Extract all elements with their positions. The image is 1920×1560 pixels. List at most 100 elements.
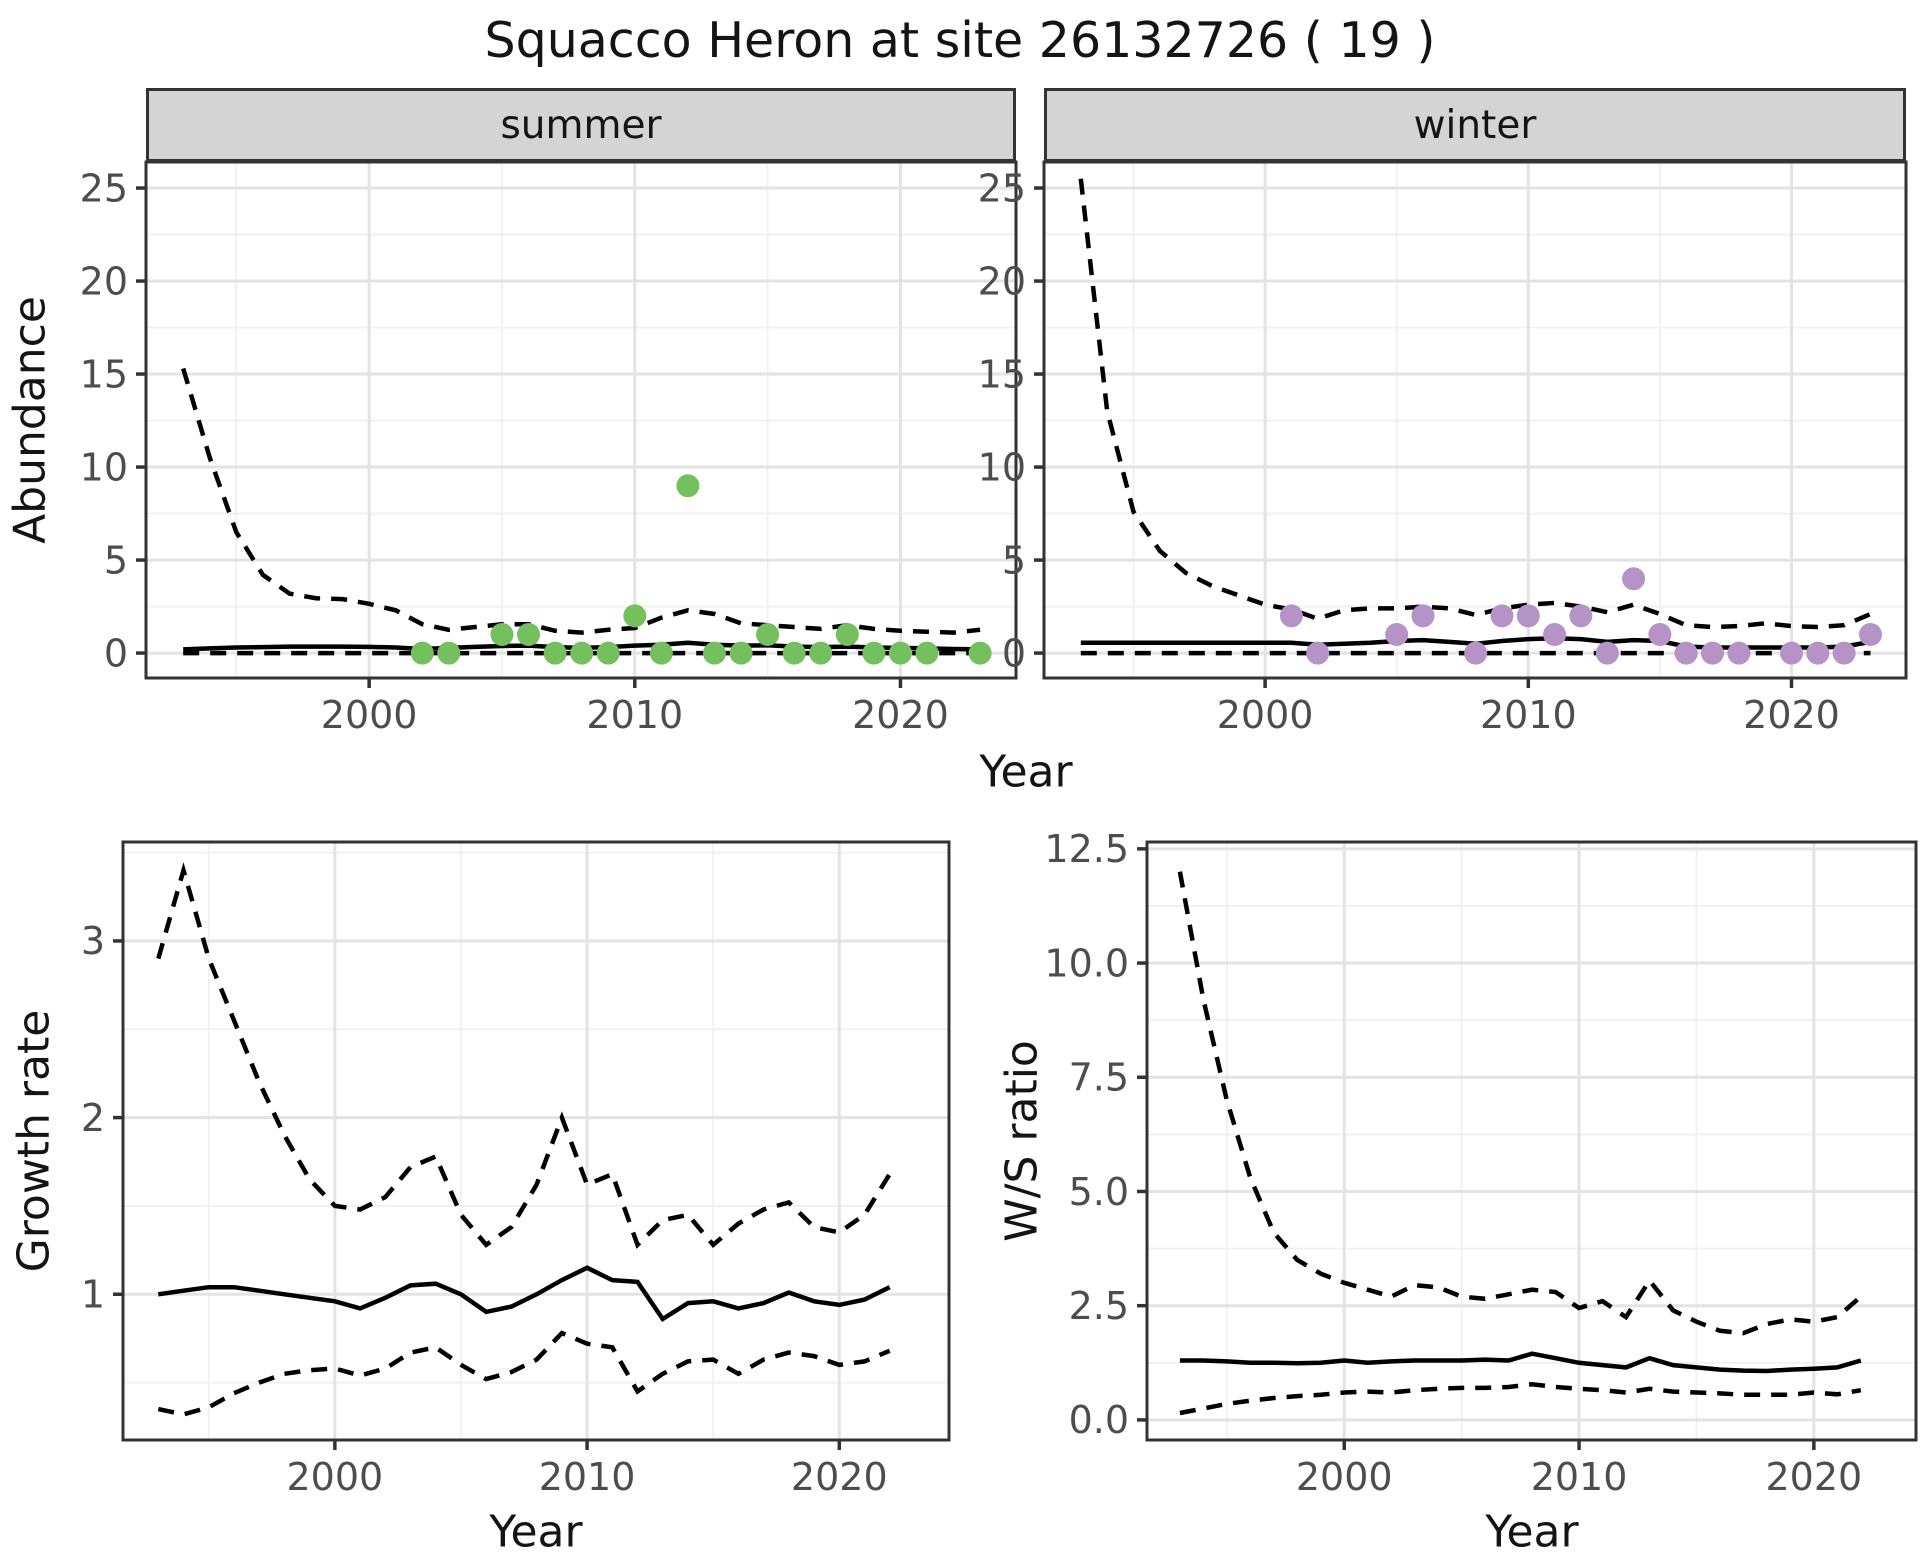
abundance_winter-y-tick-label: 15: [978, 352, 1026, 396]
facet-strip-summer-label: summer: [500, 102, 662, 148]
observed_counts_summer-point: [437, 641, 461, 665]
growth_rate-panel: 1 2 3 2000 2010 2020: [81, 840, 951, 1499]
observed_counts_winter-point: [1727, 641, 1751, 665]
ws_ratio-y-tick-label: 2.5: [1069, 1284, 1129, 1328]
ws_ratio-panel-border: [1145, 840, 1918, 1442]
observed_counts_winter-point: [1490, 604, 1514, 628]
abundance_winter-panel: 0 5 10 15 20 25 2000 2010 2020: [978, 160, 1908, 737]
observed_counts_summer-point: [517, 623, 540, 646]
observed_counts_summer-point: [915, 641, 939, 665]
ws_ratio-x-tick-label: 2010: [1531, 1455, 1628, 1499]
ws_ratio-median-line: [1179, 1351, 1862, 1374]
observed_counts_winter-point: [1674, 641, 1698, 665]
x-axis-title-year-bottom-left: Year: [489, 1506, 583, 1558]
observed_counts_summer-point: [623, 604, 647, 628]
abundance_summer-y-tick-label: 10: [80, 445, 128, 489]
growth_rate-y-tick-label: 3: [81, 919, 105, 963]
abundance_winter-x-tick-label: 2010: [1480, 693, 1577, 737]
observed_counts_winter-point: [1701, 641, 1724, 665]
abundance_winter-y-tick-label: 10: [978, 445, 1026, 489]
growth_rate-upper_95ci-line: [156, 862, 892, 1249]
observed_counts_summer-point: [543, 641, 567, 665]
abundance_winter-x-tick-label: 2020: [1743, 693, 1840, 737]
growth_rate-x-tick-label: 2000: [287, 1455, 384, 1499]
y-axis-title-ws-ratio: W/S ratio: [996, 1040, 1048, 1242]
observed_counts_summer-point: [649, 641, 673, 665]
ws_ratio-panel-bg: [1147, 842, 1916, 1440]
observed_counts_winter-point: [1464, 641, 1488, 665]
abundance_summer-x-tick-label: 2020: [852, 693, 949, 737]
observed_counts_summer-point: [968, 641, 992, 665]
abundance_summer-panel-border: [144, 160, 1018, 680]
abundance_summer-y-tick-label: 0: [104, 631, 128, 675]
abundance_summer-y-tick-label: 15: [80, 352, 128, 396]
abundance_winter-y-tick-label: 25: [978, 166, 1026, 210]
observed_counts_winter-point: [1385, 623, 1409, 646]
observed_counts_summer-point: [703, 641, 726, 665]
abundance_summer-x-tick-label: 2000: [321, 693, 418, 737]
facet-strip-winter: winter: [1044, 88, 1906, 162]
observed_counts_winter-point: [1832, 641, 1856, 665]
x-axis-title-year-top: Year: [979, 746, 1073, 798]
observed_counts_summer-point: [410, 641, 434, 665]
page-title: Squacco Heron at site 26132726 ( 19 ): [484, 12, 1436, 69]
facet-strip-winter-label: winter: [1413, 102, 1537, 148]
observed_counts_winter-point: [1780, 641, 1803, 665]
abundance_summer-y-tick-label: 25: [80, 166, 128, 210]
observed_counts_winter-point: [1648, 623, 1672, 646]
abundance_summer-y-tick-label: 5: [104, 538, 128, 582]
observed_counts_winter-point: [1543, 623, 1567, 646]
abundance_summer-panel: 0 5 10 15 20 25 2000 2010 2020: [80, 160, 1018, 737]
ws_ratio-x-tick-label: 2000: [1296, 1455, 1393, 1499]
abundance_winter-y-tick-label: 20: [978, 259, 1026, 303]
growth_rate-y-tick-label: 1: [81, 1273, 105, 1317]
growth_rate-panel-bg: [123, 842, 949, 1440]
ws_ratio-lower_95ci-line: [1179, 1382, 1862, 1416]
abundance_winter-x-tick-label: 2000: [1217, 693, 1314, 737]
observed_counts_winter-point: [1622, 567, 1646, 591]
observed_counts_summer-point: [570, 641, 594, 665]
observed_counts_winter-point: [1806, 641, 1830, 665]
ws_ratio-upper_95ci-line: [1177, 871, 1863, 1336]
observed_counts_winter-point: [1411, 604, 1435, 628]
observed_counts_winter-point: [1595, 641, 1619, 665]
observed_counts_winter-point: [1279, 604, 1303, 628]
growth_rate-x-tick-label: 2010: [539, 1455, 636, 1499]
observed_counts_summer-point: [862, 641, 886, 665]
ws_ratio-y-tick-label: 10.0: [1044, 941, 1129, 985]
abundance_summer-x-tick-label: 2010: [586, 693, 683, 737]
observed_counts_summer-point: [835, 623, 859, 646]
x-axis-title-year-bottom-right: Year: [1485, 1506, 1579, 1558]
ws_ratio-y-tick-label: 12.5: [1044, 827, 1129, 871]
growth_rate-x-tick-label: 2020: [791, 1455, 888, 1499]
ws_ratio-y-tick-label: 7.5: [1069, 1056, 1129, 1100]
abundance_winter-panel-border: [1042, 160, 1908, 680]
observed_counts_winter-point: [1859, 623, 1882, 646]
growth_rate-lower_95ci-line: [157, 1330, 891, 1417]
growth_rate-y-tick-label: 2: [81, 1096, 105, 1140]
observed_counts_summer-point: [809, 641, 833, 665]
growth_rate-panel-border: [121, 840, 951, 1442]
observed_counts_summer-point: [729, 641, 753, 665]
ws_ratio-y-tick-label: 0.0: [1069, 1398, 1129, 1442]
observed_counts_summer-point: [888, 641, 912, 665]
ws_ratio-panel: 0.0 2.5 5.0 7.5 10.0 12.5 2000 2010 2020: [1044, 827, 1918, 1499]
observed_counts_winter-point: [1306, 641, 1330, 665]
observed_counts_summer-point: [490, 623, 514, 646]
abundance_winter-y-tick-label: 5: [1002, 538, 1026, 582]
observed_counts_summer-point: [756, 623, 780, 646]
observed_counts_summer-point: [676, 474, 700, 498]
abundance_winter-y-tick-label: 0: [1002, 631, 1026, 675]
abundance_summer-y-tick-label: 20: [80, 259, 128, 303]
observed_counts_winter-point: [1516, 604, 1540, 628]
observed_counts_summer-point: [596, 641, 620, 665]
observed_counts_winter-point: [1569, 604, 1593, 628]
observed_counts_summer-point: [782, 641, 806, 665]
y-axis-title-abundance: Abundance: [4, 296, 56, 544]
facet-strip-summer: summer: [146, 88, 1016, 162]
growth_rate-median-line: [157, 1265, 891, 1323]
y-axis-title-growth-rate: Growth rate: [8, 1009, 60, 1273]
ws_ratio-y-tick-label: 5.0: [1069, 1170, 1129, 1214]
ws_ratio-x-tick-label: 2020: [1765, 1455, 1862, 1499]
